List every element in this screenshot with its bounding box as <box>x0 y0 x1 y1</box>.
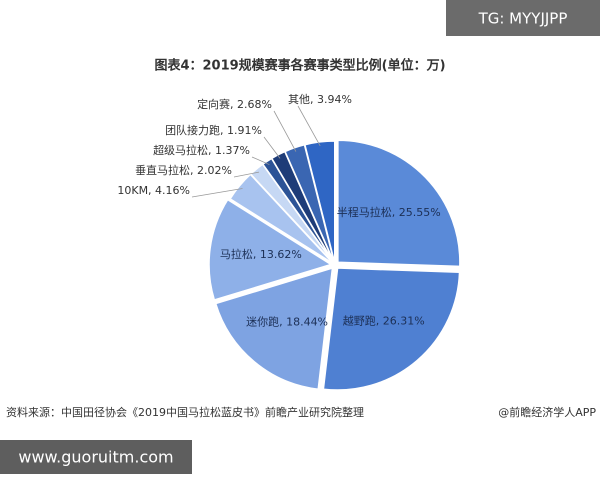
chart-title: 图表4：2019规模赛事各赛事类型比例(单位：万) <box>154 58 445 74</box>
data-label: 马拉松, 13.62% <box>220 247 302 261</box>
url-text: www.guoruitm.com <box>18 448 173 467</box>
data-label: 垂直马拉松, 2.02% <box>135 163 232 177</box>
leader-line <box>251 156 270 165</box>
watermark-box <box>446 0 600 36</box>
pie-slice <box>214 267 334 391</box>
leader-line <box>233 171 260 178</box>
data-label: 10KM, 4.16% <box>117 184 190 197</box>
watermark-text: TG: MYYJJPP <box>478 10 568 28</box>
leader-line <box>191 188 243 198</box>
leader-line <box>273 110 297 152</box>
data-label: 超级马拉松, 1.37% <box>153 143 250 157</box>
source-note: 资料来源：中国田径协会《2019中国马拉松蓝皮书》前瞻产业研究院整理 <box>6 405 364 419</box>
pie-slice <box>208 198 333 301</box>
pie-slice <box>303 140 336 264</box>
pie-slice <box>337 139 461 268</box>
pie-slice <box>322 267 461 391</box>
data-label: 定向赛, 2.68% <box>197 97 272 111</box>
leader-line <box>263 136 281 159</box>
data-label: 半程马拉松, 25.55% <box>337 205 441 219</box>
leader-line <box>297 105 321 147</box>
url-box <box>0 440 192 474</box>
data-label: 团队接力跑, 1.91% <box>165 123 262 137</box>
data-label: 越野跑, 26.31% <box>343 314 425 328</box>
data-label: 其他, 3.94% <box>288 93 352 106</box>
data-label: 迷你跑, 18.44% <box>246 314 328 328</box>
credit: @前瞻经济学人APP <box>498 405 596 419</box>
